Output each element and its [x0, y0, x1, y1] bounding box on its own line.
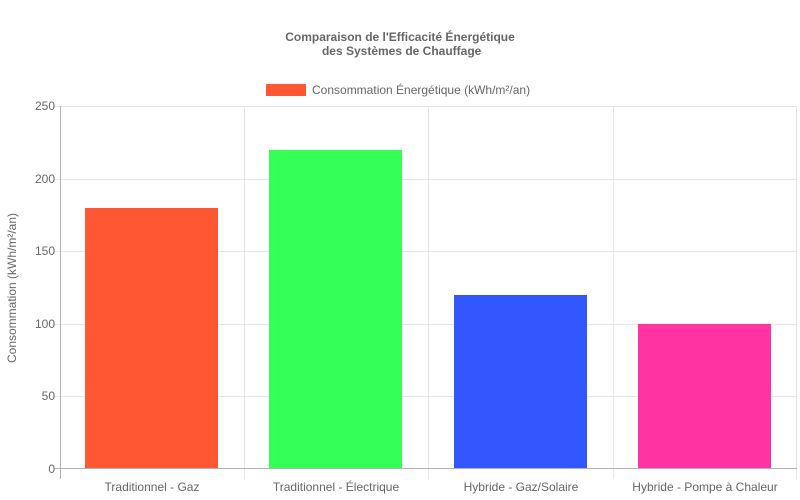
gridline-v-1	[244, 106, 245, 479]
bar-hybride-gaz-solaire[interactable]	[454, 294, 587, 469]
chart-title-line-1: Comparaison de l'Efficacité Énergétique	[285, 30, 515, 44]
y-axis	[60, 106, 61, 479]
gridline-100	[54, 323, 797, 325]
bar-traditionnel-electrique[interactable]	[269, 149, 402, 469]
gridline-150	[54, 251, 797, 253]
y-axis-label: Consommation (kWh/m²/an)	[5, 212, 19, 364]
x-tick-hybride-gaz-solaire: Hybride - Gaz/Solaire	[463, 480, 579, 494]
legend-swatch	[266, 84, 306, 96]
bar-traditionnel-gaz[interactable]	[85, 207, 218, 469]
gridline-50	[54, 396, 797, 398]
chart-title-line-2: des Systèmes de Chauffage	[318, 44, 482, 58]
y-tick-0: 0	[48, 462, 55, 476]
gridline-v-4	[796, 106, 797, 479]
y-tick-250: 250	[34, 99, 55, 113]
legend[interactable]: Consommation Énergétique (kWh/m²/an)	[266, 83, 530, 97]
x-tick-hybride-pompe-chaleur: Hybride - Pompe à Chaleur	[632, 480, 778, 494]
y-tick-50: 50	[41, 389, 55, 404]
gridline-v-2	[428, 106, 429, 479]
y-tick-100: 100	[34, 316, 55, 331]
gridline-200	[54, 178, 797, 180]
chart-title: Comparaison de l'Efficacité Énergétique …	[0, 30, 800, 58]
x-axis	[54, 468, 797, 469]
y-tick-200: 200	[34, 171, 55, 186]
plot-area	[54, 106, 797, 479]
y-tick-150: 150	[34, 244, 55, 259]
gridline-v-3	[613, 106, 614, 479]
x-tick-traditionnel-electrique: Traditionnel - Électrique	[272, 480, 400, 494]
legend-label: Consommation Énergétique (kWh/m²/an)	[312, 83, 531, 97]
bar-hybride-pompe-chaleur[interactable]	[638, 323, 771, 469]
x-tick-traditionnel-gaz: Traditionnel - Gaz	[104, 480, 200, 494]
gridline-250	[54, 106, 797, 107]
